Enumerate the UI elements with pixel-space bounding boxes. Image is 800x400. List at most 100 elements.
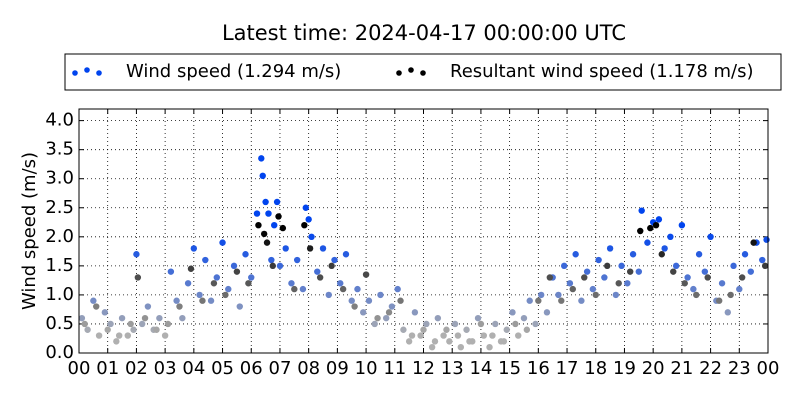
point bbox=[118, 314, 126, 322]
point bbox=[130, 326, 137, 333]
point bbox=[153, 326, 160, 333]
point bbox=[411, 309, 419, 316]
point bbox=[558, 297, 565, 304]
point bbox=[667, 233, 674, 241]
x-tick-label: 03 bbox=[154, 358, 177, 379]
y-tick-label: 2.0 bbox=[45, 226, 74, 247]
point bbox=[138, 320, 146, 328]
point bbox=[661, 245, 668, 252]
point bbox=[629, 251, 637, 258]
y-tick-label: 2.5 bbox=[45, 197, 74, 218]
point bbox=[348, 297, 355, 304]
point bbox=[451, 320, 459, 328]
point bbox=[222, 291, 229, 299]
point bbox=[417, 332, 424, 339]
point bbox=[299, 285, 307, 293]
point bbox=[242, 251, 249, 258]
y-tick-label: 1.5 bbox=[45, 255, 74, 276]
point bbox=[371, 320, 378, 328]
point bbox=[627, 268, 634, 275]
point bbox=[443, 326, 450, 333]
point bbox=[492, 320, 499, 328]
y-tick-label: 4.0 bbox=[45, 110, 74, 131]
point bbox=[583, 268, 591, 275]
legend-label: Resultant wind speed (1.178 m/s) bbox=[450, 61, 754, 82]
point bbox=[454, 332, 462, 339]
point bbox=[704, 274, 711, 281]
point bbox=[144, 303, 152, 310]
point bbox=[306, 245, 314, 252]
point bbox=[763, 236, 770, 243]
x-tick-label: 00 bbox=[68, 358, 91, 379]
point bbox=[500, 338, 508, 345]
point bbox=[113, 338, 120, 345]
point bbox=[747, 268, 754, 275]
point bbox=[750, 239, 757, 246]
point bbox=[672, 262, 680, 270]
point bbox=[167, 268, 175, 275]
point bbox=[615, 280, 622, 287]
x-tick-label: 04 bbox=[182, 358, 205, 379]
x-tick-label: 01 bbox=[96, 358, 119, 379]
point bbox=[127, 320, 134, 328]
point bbox=[724, 309, 732, 316]
x-tick-label: 22 bbox=[699, 358, 722, 379]
point bbox=[512, 320, 519, 328]
point bbox=[351, 303, 358, 310]
point bbox=[477, 320, 485, 328]
point bbox=[339, 285, 347, 293]
point bbox=[124, 332, 132, 339]
point bbox=[440, 332, 447, 339]
y-tick-label: 0.5 bbox=[45, 313, 74, 334]
point bbox=[693, 291, 700, 299]
point bbox=[652, 221, 660, 229]
x-tick-label: 14 bbox=[469, 358, 492, 379]
point bbox=[523, 326, 531, 333]
point bbox=[420, 326, 427, 333]
point bbox=[305, 216, 312, 223]
point bbox=[592, 291, 599, 299]
x-tick-label: 06 bbox=[240, 358, 263, 379]
point bbox=[377, 291, 384, 299]
point bbox=[365, 297, 373, 304]
point bbox=[207, 297, 215, 304]
point bbox=[457, 343, 465, 351]
point bbox=[276, 262, 284, 270]
point bbox=[546, 274, 554, 281]
point bbox=[262, 198, 269, 206]
point bbox=[301, 221, 308, 229]
point bbox=[382, 314, 390, 322]
point bbox=[408, 332, 416, 339]
point bbox=[316, 274, 324, 281]
point bbox=[199, 297, 206, 304]
point bbox=[618, 262, 625, 270]
plot-area: 0.00.51.01.52.02.53.03.54.000 01 02 03 04 05 0… bbox=[45, 108, 779, 379]
point bbox=[701, 268, 709, 275]
point bbox=[655, 216, 663, 223]
point bbox=[236, 303, 243, 310]
point bbox=[253, 210, 261, 217]
legend-marker bbox=[396, 70, 402, 76]
point bbox=[658, 251, 665, 258]
point bbox=[360, 309, 367, 316]
point bbox=[173, 297, 180, 304]
point bbox=[258, 155, 265, 162]
y-tick-label: 3.0 bbox=[45, 168, 74, 189]
x-tick-label: 08 bbox=[297, 358, 320, 379]
point bbox=[560, 262, 568, 270]
x-tick-label: 13 bbox=[441, 358, 464, 379]
point bbox=[268, 256, 275, 264]
point bbox=[581, 274, 588, 281]
point bbox=[736, 285, 743, 293]
point bbox=[385, 309, 393, 316]
point bbox=[466, 338, 473, 345]
point bbox=[164, 320, 172, 328]
point bbox=[104, 326, 111, 333]
point bbox=[405, 338, 413, 345]
point bbox=[647, 224, 654, 232]
plot-frame bbox=[78, 108, 769, 354]
point bbox=[273, 198, 281, 206]
point bbox=[84, 326, 91, 333]
point bbox=[446, 338, 453, 345]
point bbox=[538, 291, 545, 299]
